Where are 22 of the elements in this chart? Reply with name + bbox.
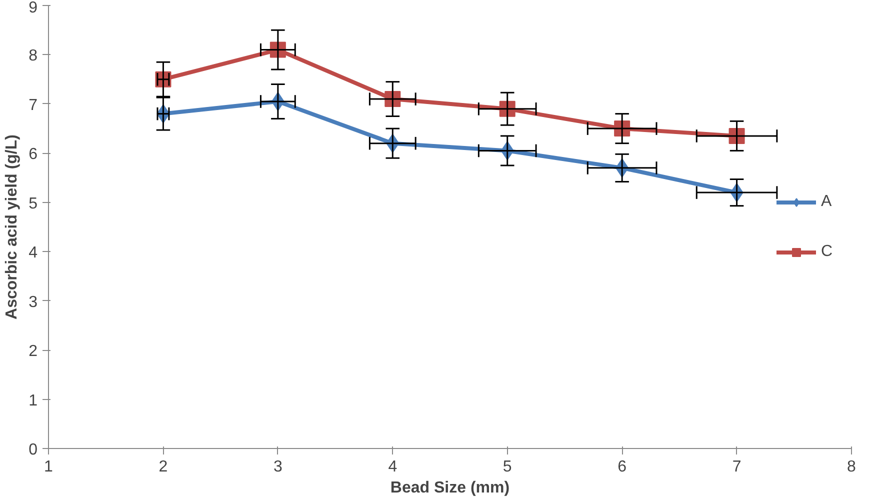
x-tick-label: 4 <box>388 458 398 476</box>
legend-label: C <box>821 242 834 260</box>
x-tick-label: 1 <box>44 458 54 476</box>
y-tick-label: 9 <box>28 0 38 16</box>
y-tick-label: 2 <box>28 343 38 360</box>
x-tick-label: 2 <box>158 458 168 476</box>
legend-label: A <box>821 192 833 210</box>
x-tick-label: 7 <box>732 458 742 476</box>
y-tick-label: 6 <box>28 146 38 164</box>
y-tick-label: 5 <box>28 195 38 212</box>
y-tick-label: 4 <box>28 244 38 262</box>
y-axis-title: Ascorbic acid yield (g/L) <box>4 134 21 320</box>
x-tick-label: 6 <box>618 458 627 476</box>
y-tick-label: 1 <box>28 392 38 410</box>
x-tick-label: 3 <box>273 458 282 476</box>
x-tick-label: 8 <box>847 458 856 476</box>
x-tick-label: 5 <box>502 458 512 476</box>
y-tick-label: 8 <box>28 48 38 65</box>
y-tick-label: 3 <box>28 294 38 311</box>
y-tick-label: 0 <box>28 442 38 458</box>
x-axis-title: Bead Size (mm) <box>390 480 510 496</box>
y-tick-label: 7 <box>28 96 38 114</box>
